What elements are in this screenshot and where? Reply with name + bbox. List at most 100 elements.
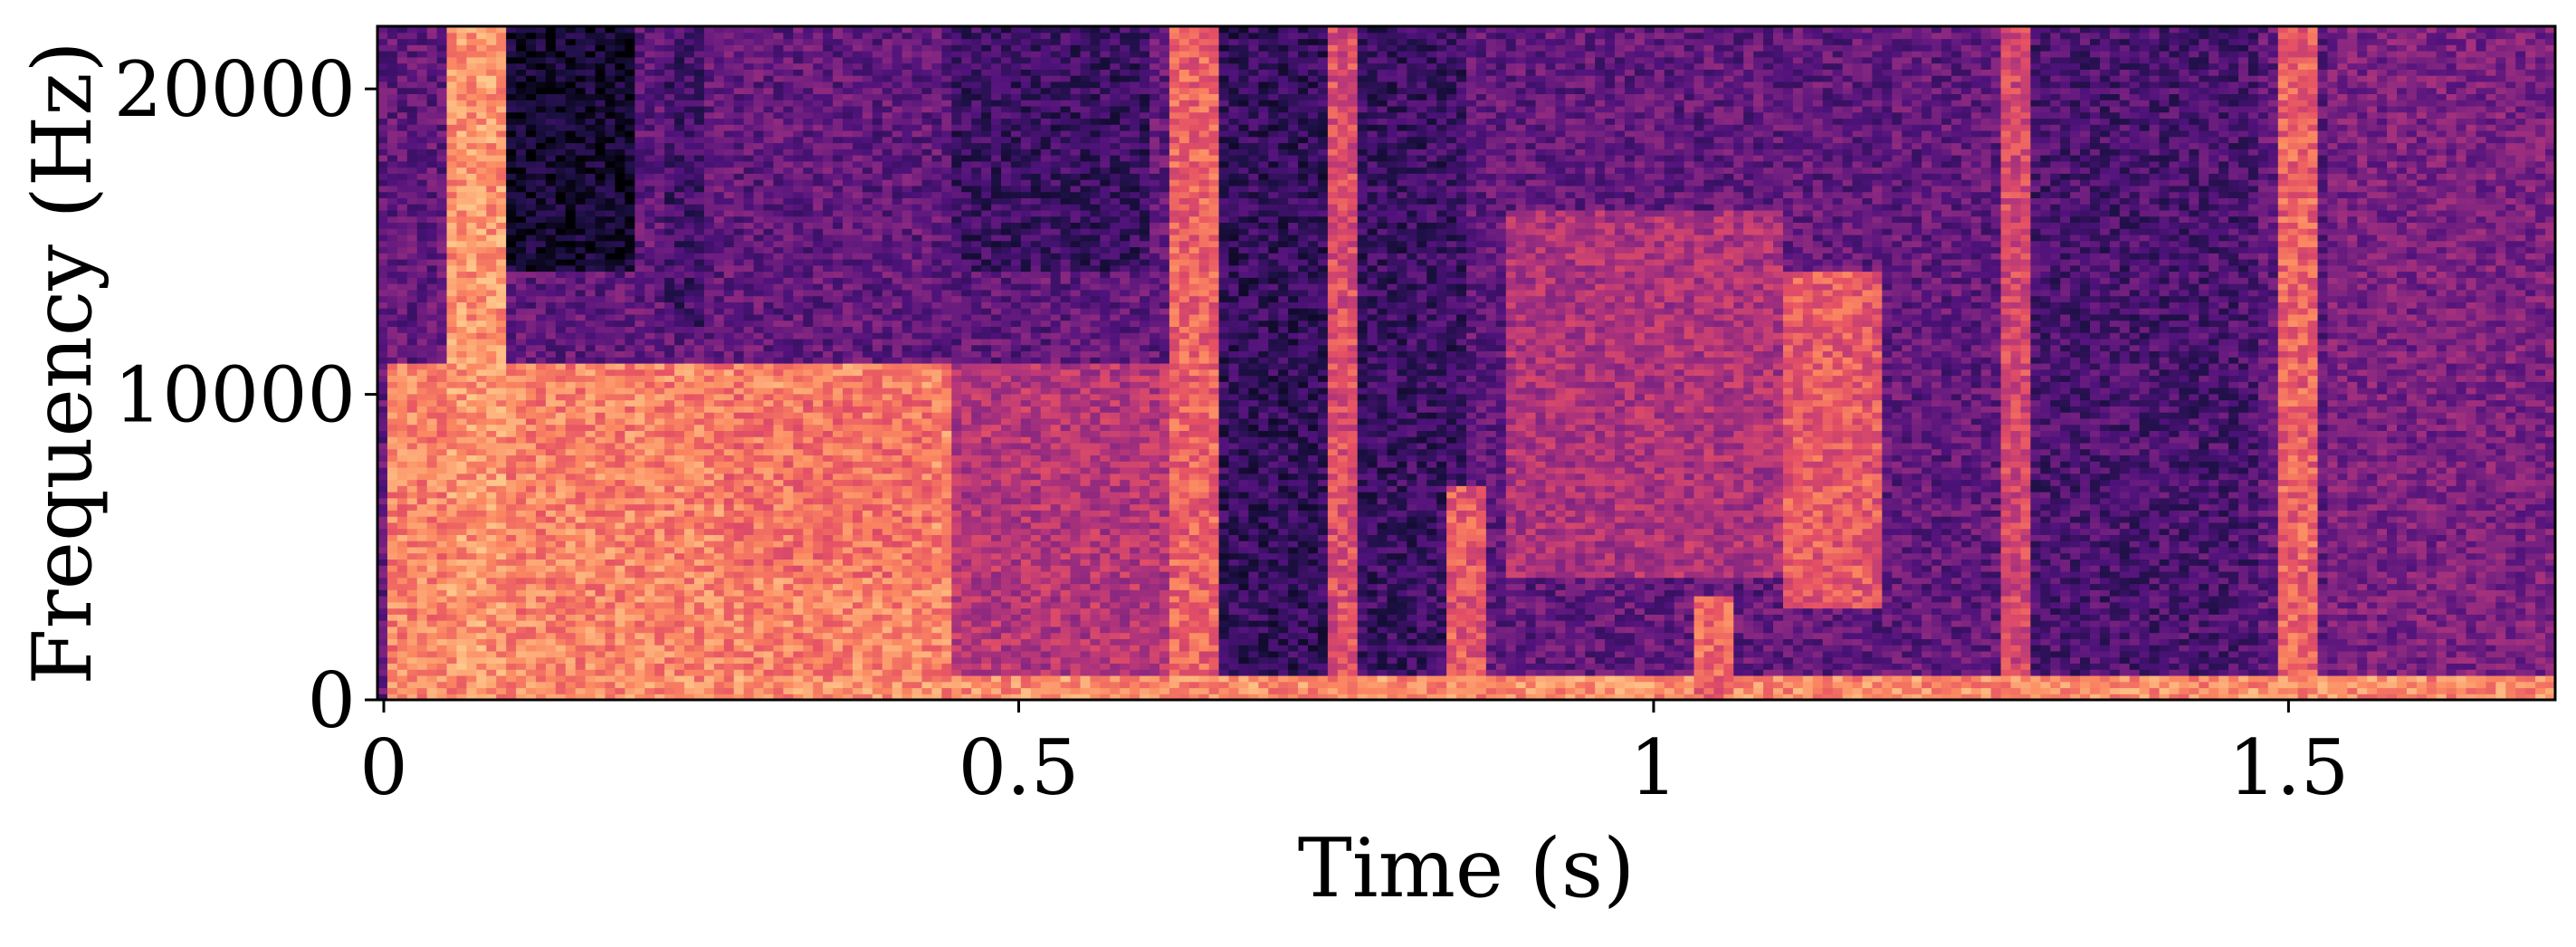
spectrogram-cell xyxy=(396,277,408,284)
spectrogram-cell xyxy=(406,656,418,665)
spectrogram-cell xyxy=(456,492,468,499)
spectrogram-cell xyxy=(386,375,398,382)
spectrogram-cell xyxy=(516,559,527,566)
spectrogram-cell xyxy=(506,368,517,377)
spectrogram-cell xyxy=(436,454,448,462)
spectrogram-cell xyxy=(703,596,715,603)
spectrogram-cell xyxy=(813,338,824,346)
spectrogram-cell xyxy=(644,215,655,224)
spectrogram-cell xyxy=(693,674,705,683)
spectrogram-cell xyxy=(377,614,388,621)
spectrogram-cell xyxy=(506,148,517,156)
spectrogram-cell xyxy=(664,124,675,131)
spectrogram-cell xyxy=(713,663,725,670)
spectrogram-cell xyxy=(803,565,814,572)
spectrogram-cell xyxy=(783,338,794,346)
spectrogram-cell xyxy=(763,69,775,76)
spectrogram-cell xyxy=(644,357,655,364)
spectrogram-cell xyxy=(644,565,655,572)
spectrogram-cell xyxy=(446,81,458,89)
spectrogram-cell xyxy=(713,387,725,395)
spectrogram-cell xyxy=(406,626,418,634)
spectrogram-cell xyxy=(773,559,784,566)
spectrogram-cell xyxy=(743,197,755,205)
spectrogram-cell xyxy=(426,436,438,444)
spectrogram-cell xyxy=(535,399,547,407)
spectrogram-cell xyxy=(773,191,784,198)
spectrogram-cell xyxy=(595,528,606,535)
spectrogram-cell xyxy=(703,179,715,187)
spectrogram-cell xyxy=(545,332,557,340)
spectrogram-cell xyxy=(625,173,635,180)
spectrogram-cell xyxy=(733,516,745,523)
spectrogram-cell xyxy=(396,204,408,211)
spectrogram-cell xyxy=(723,381,735,388)
spectrogram-cell xyxy=(595,436,606,444)
spectrogram-cell xyxy=(615,442,626,450)
spectrogram-cell xyxy=(773,326,784,333)
spectrogram-cell xyxy=(406,124,418,131)
spectrogram-cell xyxy=(625,596,635,603)
spectrogram-cell xyxy=(426,510,438,517)
spectrogram-cell xyxy=(803,155,814,162)
spectrogram-cell xyxy=(723,204,735,211)
spectrogram-cell xyxy=(753,173,765,180)
spectrogram-cell xyxy=(476,534,487,541)
spectrogram-cell xyxy=(555,338,567,346)
spectrogram-cell xyxy=(396,295,408,302)
spectrogram-cell xyxy=(615,105,626,113)
spectrogram-cell xyxy=(605,118,616,125)
spectrogram-cell xyxy=(733,565,745,572)
spectrogram-cell xyxy=(753,528,765,535)
spectrogram-cell xyxy=(526,344,537,352)
spectrogram-cell xyxy=(466,253,477,260)
spectrogram-cell xyxy=(386,461,398,468)
spectrogram-cell xyxy=(377,466,388,474)
spectrogram-cell xyxy=(684,142,695,149)
spectrogram-cell xyxy=(426,209,438,217)
spectrogram-cell xyxy=(684,204,695,211)
spectrogram-cell xyxy=(763,393,775,401)
spectrogram-cell xyxy=(496,510,507,517)
spectrogram-cell xyxy=(793,570,804,579)
spectrogram-cell xyxy=(644,173,655,180)
spectrogram-cell xyxy=(535,694,547,700)
spectrogram-cell xyxy=(723,387,735,395)
spectrogram-cell xyxy=(426,368,438,377)
spectrogram-cell xyxy=(684,503,695,511)
spectrogram-cell xyxy=(476,614,487,621)
spectrogram-cell xyxy=(516,215,527,224)
spectrogram-cell xyxy=(426,669,438,676)
spectrogram-cell xyxy=(396,424,408,431)
spectrogram-cell xyxy=(625,638,635,646)
spectrogram-cell xyxy=(605,485,616,493)
spectrogram-cell xyxy=(545,289,557,297)
spectrogram-cell xyxy=(743,289,755,297)
spectrogram-cell xyxy=(426,620,438,627)
spectrogram-cell xyxy=(545,320,557,328)
spectrogram-cell xyxy=(813,246,824,253)
spectrogram-cell xyxy=(526,540,537,548)
spectrogram-cell xyxy=(426,492,438,499)
spectrogram-cell xyxy=(476,118,487,125)
spectrogram-cell xyxy=(406,136,418,144)
spectrogram-cell xyxy=(406,277,418,284)
spectrogram-cell xyxy=(674,301,685,309)
spectrogram-cell xyxy=(723,448,735,456)
spectrogram-cell xyxy=(693,626,705,634)
spectrogram-cell xyxy=(664,656,675,665)
spectrogram-cell xyxy=(466,596,477,603)
spectrogram-cell xyxy=(436,546,448,554)
spectrogram-cell xyxy=(684,56,695,64)
spectrogram-cell xyxy=(386,100,398,107)
spectrogram-cell xyxy=(456,510,468,517)
spectrogram-cell xyxy=(733,44,745,52)
spectrogram-cell xyxy=(486,589,497,597)
spectrogram-cell xyxy=(664,185,675,193)
spectrogram-cell xyxy=(446,136,458,144)
spectrogram-cell xyxy=(526,601,537,609)
spectrogram-cell xyxy=(476,650,487,658)
spectrogram-cell xyxy=(703,264,715,273)
spectrogram-cell xyxy=(377,510,388,517)
spectrogram-cell xyxy=(783,301,794,309)
